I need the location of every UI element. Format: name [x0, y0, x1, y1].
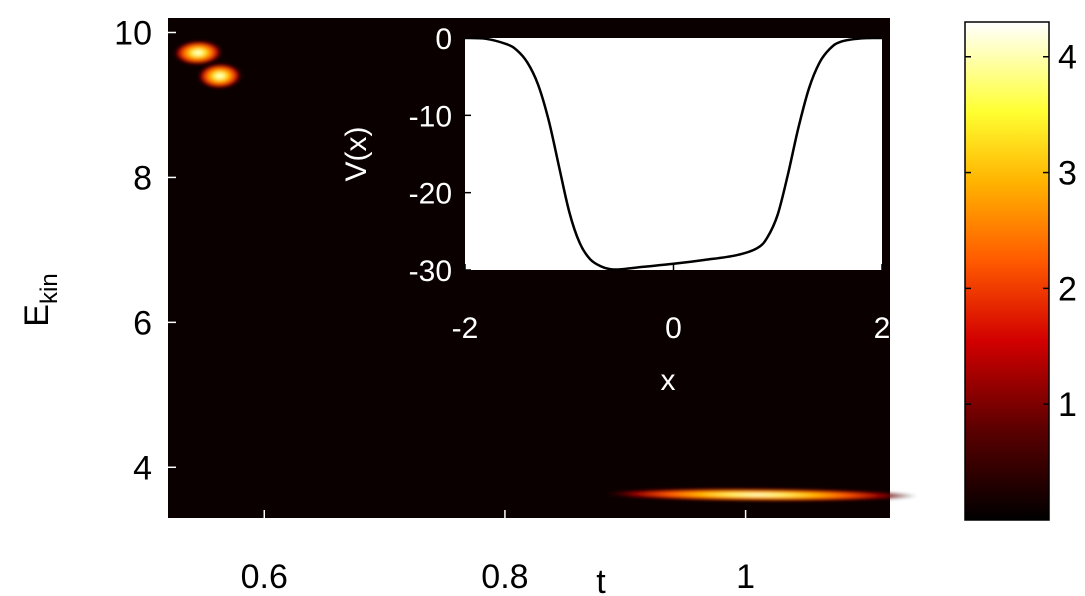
main-y-tick-label: 8: [133, 159, 152, 197]
inset-x-axis-label: x: [661, 364, 676, 397]
inset-x-ticks: -2 0 2: [452, 264, 891, 345]
main-y-ticks: 4 6 8 10: [114, 14, 176, 487]
main-y-tick-label: 4: [133, 449, 152, 487]
main-x-ticks: 0.6 0.8 1: [241, 510, 755, 596]
heatmap-blobs: [172, 40, 918, 502]
heatmap-blob: [172, 40, 224, 66]
inset-y-tick-label: -20: [409, 178, 452, 211]
inset-x-tick-label: 2: [874, 312, 891, 345]
colorbar-tick-label: 2: [1058, 270, 1077, 308]
inset-y-axis-label: V(x): [340, 127, 373, 182]
potential-curve: [464, 36, 883, 271]
colorbar-ticks: 1 2 3 4: [965, 39, 1077, 424]
main-y-tick-label: 6: [133, 304, 152, 342]
main-y-axis-label: Ekin: [18, 273, 63, 326]
colorbar: 1 2 3 4: [964, 21, 1077, 521]
inset-y-tick-label: 0: [435, 23, 452, 56]
inset-plot-area: [465, 38, 882, 270]
inset-x-tick-label: 0: [665, 312, 682, 345]
main-y-tick-label: 10: [114, 14, 152, 52]
main-x-tick-label: 1: [736, 558, 755, 596]
inset-y-ticks: 0 -10 -20 -30: [409, 23, 471, 288]
colorbar-tick-label: 4: [1058, 39, 1077, 77]
main-x-axis-label: t: [596, 563, 606, 596]
inset-line-chart: -2 0 2 0-10-20-30 x V(x): [340, 23, 890, 397]
heatmap-blob: [597, 488, 918, 502]
y-label-subscript: kin: [36, 273, 63, 304]
colorbar-gradient: [964, 21, 1050, 521]
main-x-tick-label: 0.8: [481, 558, 528, 596]
y-label-main: E: [18, 304, 56, 327]
main-x-tick-label: 0.6: [241, 558, 288, 596]
inset-x-tick-label: -2: [452, 312, 479, 345]
inset-y-tick-label: -10: [409, 100, 452, 133]
heatmap-blob: [196, 62, 243, 90]
inset-y-tick-label: -30: [409, 255, 452, 288]
colorbar-tick-label: 3: [1058, 155, 1077, 193]
colorbar-tick-label: 1: [1058, 386, 1077, 424]
